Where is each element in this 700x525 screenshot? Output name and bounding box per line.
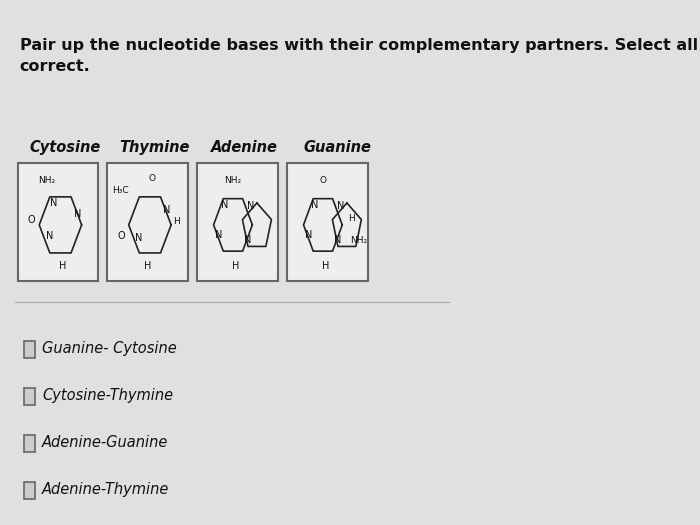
Text: N: N xyxy=(46,232,53,242)
Text: H: H xyxy=(144,260,151,270)
Bar xyxy=(25,388,34,405)
Text: H: H xyxy=(232,260,239,270)
Text: NH₂: NH₂ xyxy=(350,236,368,245)
Text: N: N xyxy=(221,200,228,210)
FancyBboxPatch shape xyxy=(18,163,98,281)
Text: N: N xyxy=(50,198,57,208)
Text: Pair up the nucleotide bases with their complementary partners. Select all that : Pair up the nucleotide bases with their … xyxy=(20,38,700,74)
Text: N: N xyxy=(337,201,344,211)
Text: N: N xyxy=(305,230,313,240)
Bar xyxy=(25,341,34,358)
Text: Guanine- Cytosine: Guanine- Cytosine xyxy=(42,341,176,356)
Text: Adenine-Guanine: Adenine-Guanine xyxy=(42,435,169,450)
FancyBboxPatch shape xyxy=(288,163,368,281)
Text: Adenine: Adenine xyxy=(211,140,278,155)
Text: N: N xyxy=(134,233,142,243)
Bar xyxy=(25,482,34,499)
Text: Guanine: Guanine xyxy=(304,140,372,155)
FancyBboxPatch shape xyxy=(197,163,278,281)
Text: H₃C: H₃C xyxy=(113,186,130,195)
Text: H: H xyxy=(173,217,180,226)
Text: O: O xyxy=(117,232,125,242)
Text: Cytosine: Cytosine xyxy=(29,140,100,155)
Text: H: H xyxy=(348,214,355,223)
Text: Adenine-Thymine: Adenine-Thymine xyxy=(42,482,169,497)
Bar xyxy=(25,435,34,452)
Text: N: N xyxy=(244,235,251,245)
FancyBboxPatch shape xyxy=(108,163,188,281)
Text: N: N xyxy=(74,209,81,219)
Text: N: N xyxy=(334,235,342,245)
Text: N: N xyxy=(311,200,318,210)
Text: N: N xyxy=(247,201,254,211)
Text: O: O xyxy=(27,215,35,225)
Text: O: O xyxy=(319,176,326,185)
Text: N: N xyxy=(216,230,223,240)
Text: H: H xyxy=(321,260,329,270)
Text: Thymine: Thymine xyxy=(119,140,190,155)
Text: Cytosine-Thymine: Cytosine-Thymine xyxy=(42,388,173,403)
Text: NH₂: NH₂ xyxy=(38,176,55,185)
Text: H: H xyxy=(59,260,66,270)
Text: O: O xyxy=(148,174,155,183)
Text: N: N xyxy=(163,205,171,215)
Text: NH₂: NH₂ xyxy=(225,176,242,185)
